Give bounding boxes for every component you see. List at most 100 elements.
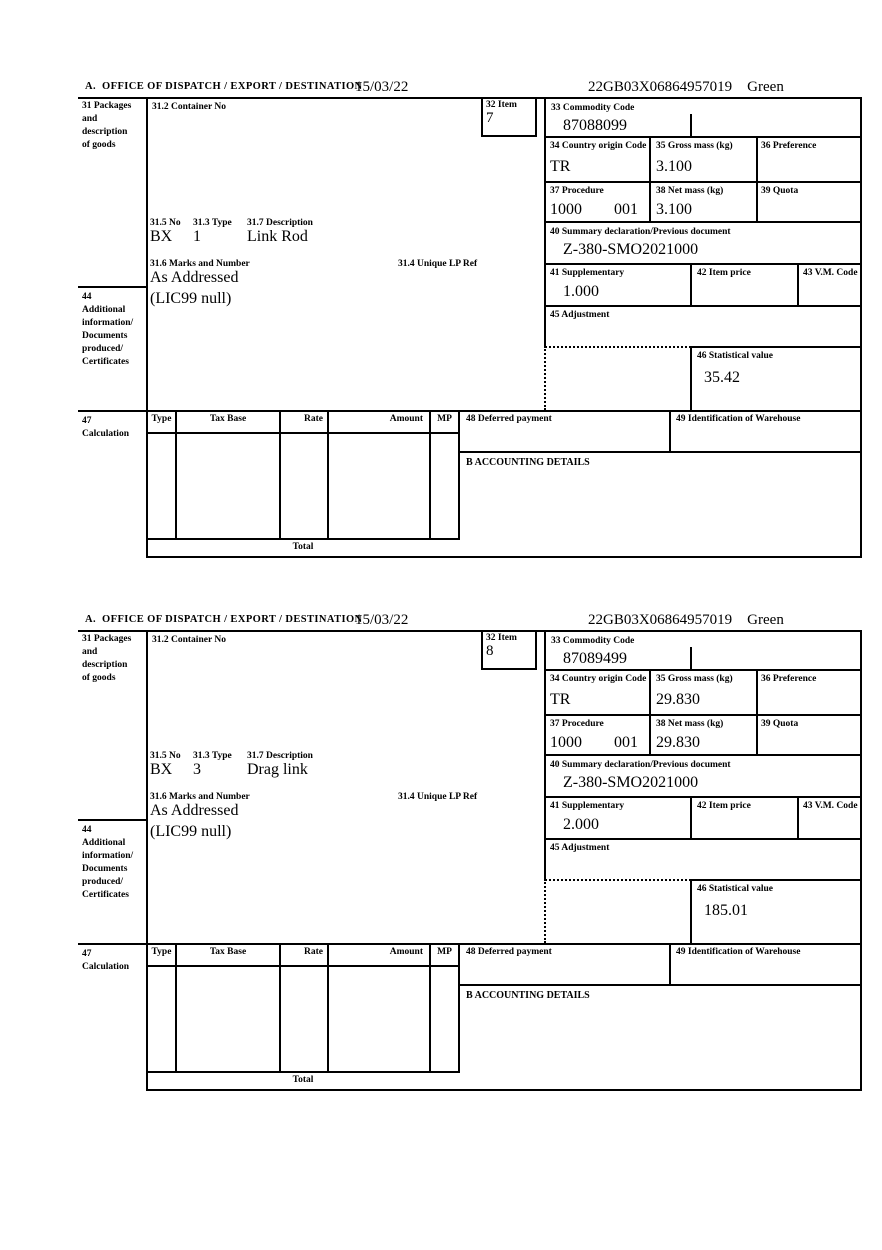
box47-calculation-label: 47 Calculation <box>82 416 129 439</box>
box42-item-price-label: 42 Item price <box>697 268 751 278</box>
form-grid-line <box>545 714 862 716</box>
calc-header-amount: Amount <box>389 947 423 957</box>
marks-value: As Addressed <box>150 802 239 819</box>
form-grid-line <box>690 263 692 307</box>
form-grid-line <box>690 346 692 412</box>
commodity-code-value: 87089499 <box>563 650 627 667</box>
additional-information-value: (LIC99 null) <box>150 823 232 840</box>
box42-item-price-label: 42 Item price <box>697 801 751 811</box>
form-grid-line <box>690 796 692 840</box>
box47-calculation-label: 47 Calculation <box>82 949 129 972</box>
form-grid-line <box>690 879 692 945</box>
package-kind-value: BX <box>150 761 173 778</box>
box44-additional-info-label: 44 Additional information/Documents produce… <box>82 825 134 900</box>
box44-additional-info-label: 44 Additional information/Documents produce… <box>82 292 134 367</box>
box43-vm-code-label: 43 V.M. Code <box>803 801 858 811</box>
movement-reference-number: 22GB03X06864957019 <box>588 612 733 628</box>
declaration-item-section: A. OFFICE OF DISPATCH / EXPORT / DESTINA… <box>0 0 882 558</box>
form-grid-line <box>545 796 862 798</box>
box31-3-type-label: 31.3 Type <box>193 751 232 761</box>
box31-4-lp-ref-label: 31.4 Unique LP Ref <box>398 792 478 802</box>
box33-commodity-code-label: 33 Commodity Code <box>551 636 635 646</box>
box31-5-no-label: 31.5 No <box>150 218 181 228</box>
box31-packages-label: 31 Packages and description of goods <box>82 101 132 150</box>
box48-deferred-payment-label: 48 Deferred payment <box>466 414 552 424</box>
form-grid-line <box>146 1071 460 1073</box>
accounting-details-header: B ACCOUNTING DETAILS <box>466 457 590 468</box>
box32-item-box: 32 Item 7 <box>481 97 537 137</box>
box31-7-description-label: 31.7 Description <box>247 218 313 228</box>
box41-supplementary-label: 41 Supplementary <box>550 268 625 278</box>
supplementary-units-value: 1.000 <box>563 283 599 300</box>
form-grid-line <box>545 346 691 348</box>
form-grid-line <box>691 879 862 881</box>
net-mass-value: 29.830 <box>656 734 700 751</box>
calc-header-amount: Amount <box>389 414 423 424</box>
form-grid-line <box>545 305 862 307</box>
box43-vm-code-label: 43 V.M. Code <box>803 268 858 278</box>
box32-item-label: 32 Item <box>486 100 517 110</box>
form-grid-line <box>327 410 329 540</box>
item-number-value: 8 <box>486 643 494 659</box>
box41-supplementary-label: 41 Supplementary <box>550 801 625 811</box>
box49-warehouse-label: 49 Identification of Warehouse <box>676 947 801 957</box>
box31-7-description-label: 31.7 Description <box>247 751 313 761</box>
summary-declaration-value: Z-380-SMO2021000 <box>563 774 699 791</box>
box46-statistical-value-label: 46 Statistical value <box>697 884 773 894</box>
form-grid-line <box>458 984 862 986</box>
box36-preference-label: 36 Preference <box>761 141 817 151</box>
form-grid-line <box>690 647 692 669</box>
additional-information-value: (LIC99 null) <box>150 290 232 307</box>
form-grid-line <box>545 136 862 138</box>
form-grid-line <box>545 669 862 671</box>
country-origin-value: TR <box>550 158 571 175</box>
form-grid-line <box>279 943 281 1073</box>
statistical-value: 35.42 <box>704 369 740 386</box>
declaration-reference-line: 22GB03X06864957019 Green <box>588 612 784 629</box>
form-grid-line <box>327 943 329 1073</box>
box37-procedure-label: 37 Procedure <box>550 719 604 729</box>
form-grid-line <box>649 669 651 756</box>
declaration-date: 15/03/22 <box>355 612 409 628</box>
gross-mass-value: 29.830 <box>656 691 700 708</box>
box35-gross-mass-label: 35 Gross mass (kg) <box>656 674 733 684</box>
calc-header-tax-base: Tax Base <box>209 947 247 957</box>
summary-declaration-value: Z-380-SMO2021000 <box>563 241 699 258</box>
form-grid-line <box>691 346 862 348</box>
box34-country-origin-label: 34 Country origin Code <box>550 141 647 151</box>
form-grid-line <box>669 943 671 986</box>
office-of-dispatch-header: A. OFFICE OF DISPATCH / EXPORT / DESTINA… <box>85 614 363 625</box>
goods-description-value: Drag link <box>247 761 308 778</box>
form-grid-line <box>544 346 546 410</box>
box37-procedure-label: 37 Procedure <box>550 186 604 196</box>
calc-header-mp: MP <box>437 947 452 957</box>
form-grid-line <box>78 410 862 412</box>
calc-header-mp: MP <box>437 414 452 424</box>
box39-quota-label: 39 Quota <box>761 186 799 196</box>
gross-mass-value: 3.100 <box>656 158 692 175</box>
net-mass-value: 3.100 <box>656 201 692 218</box>
box48-deferred-payment-label: 48 Deferred payment <box>466 947 552 957</box>
form-grid-line <box>146 1089 862 1091</box>
declaration-reference-line: 22GB03X06864957019 Green <box>588 79 784 96</box>
calc-header-rate: Rate <box>304 947 323 957</box>
form-grid-line <box>545 181 862 183</box>
country-origin-value: TR <box>550 691 571 708</box>
box34-country-origin-label: 34 Country origin Code <box>550 674 647 684</box>
form-grid-line <box>146 538 460 540</box>
box36-preference-label: 36 Preference <box>761 674 817 684</box>
commodity-code-value: 87088099 <box>563 117 627 134</box>
form-grid-line <box>458 451 862 453</box>
form-grid-line <box>175 410 177 540</box>
form-grid-line <box>649 136 651 223</box>
calc-header-type: Type <box>151 947 172 957</box>
form-grid-line <box>690 114 692 136</box>
box49-warehouse-label: 49 Identification of Warehouse <box>676 414 801 424</box>
box31-2-container-no-label: 31.2 Container No <box>152 635 226 645</box>
box31-6-marks-label: 31.6 Marks and Number <box>150 259 250 269</box>
movement-reference-number: 22GB03X06864957019 <box>588 79 733 95</box>
box31-5-no-label: 31.5 No <box>150 751 181 761</box>
form-grid-line <box>860 630 862 1091</box>
form-grid-line <box>544 879 546 943</box>
supplementary-units-value: 2.000 <box>563 816 599 833</box>
